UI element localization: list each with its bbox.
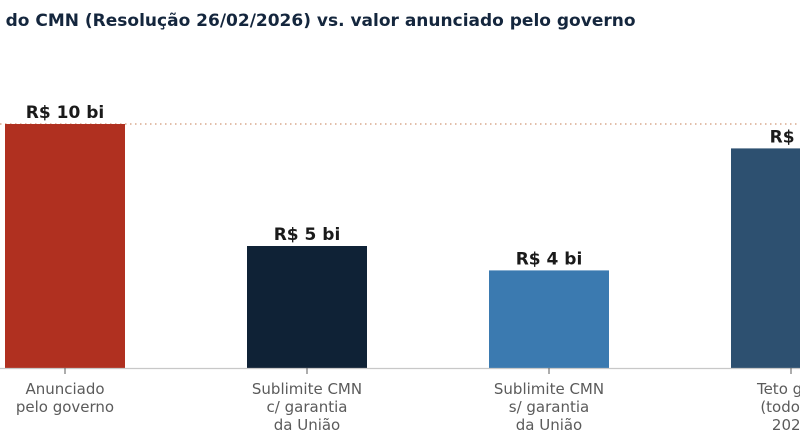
- bars-group: [5, 124, 800, 368]
- x-tick-label-3-line-0: Teto glob: [756, 380, 800, 398]
- chart-title: o do CMN (Resolução 26/02/2026) vs. valo…: [0, 11, 636, 31]
- value-label-3: R$ 9: [770, 127, 800, 147]
- x-tick-label-2: Sublimite CMN s/ garantia da União: [494, 380, 604, 434]
- x-tick-label-3-line-2: 2026: [772, 416, 800, 434]
- x-tick-label-3: Teto glob(todos o2026: [756, 380, 800, 434]
- x-tick-label-1: Sublimite CMN c/ garantia da União: [252, 380, 362, 434]
- bar-3: [731, 148, 800, 368]
- x-tick-label-2-line-1: s/ garantia: [509, 398, 589, 416]
- bar-1: [247, 246, 367, 368]
- value-label-1: R$ 5 bi: [274, 225, 341, 245]
- x-tick-label-1-line-2: da União: [274, 416, 341, 434]
- x-tick-label-1-line-1: c/ garantia: [267, 398, 348, 416]
- value-label-2: R$ 4 bi: [516, 249, 583, 269]
- x-tick-label-1-line-0: Sublimite CMN: [252, 380, 362, 398]
- x-tick-label-2-line-2: da União: [516, 416, 583, 434]
- x-tick-label-2-line-0: Sublimite CMN: [494, 380, 604, 398]
- bar-2: [489, 270, 609, 368]
- value-label-0: R$ 10 bi: [26, 103, 104, 123]
- x-tick-label-0-line-1: pelo governo: [16, 398, 114, 416]
- x-ticks-group: [64, 368, 792, 374]
- x-tick-label-3-line-1: (todos o: [760, 398, 800, 416]
- x-tick-label-0-line-0: Anunciado: [25, 380, 104, 398]
- x-tick-label-0: Anunciado pelo governo: [16, 380, 114, 416]
- value-labels-group: R$ 10 bi R$ 5 bi R$ 4 bi R$ 9: [26, 103, 800, 269]
- bar-0: [5, 124, 125, 368]
